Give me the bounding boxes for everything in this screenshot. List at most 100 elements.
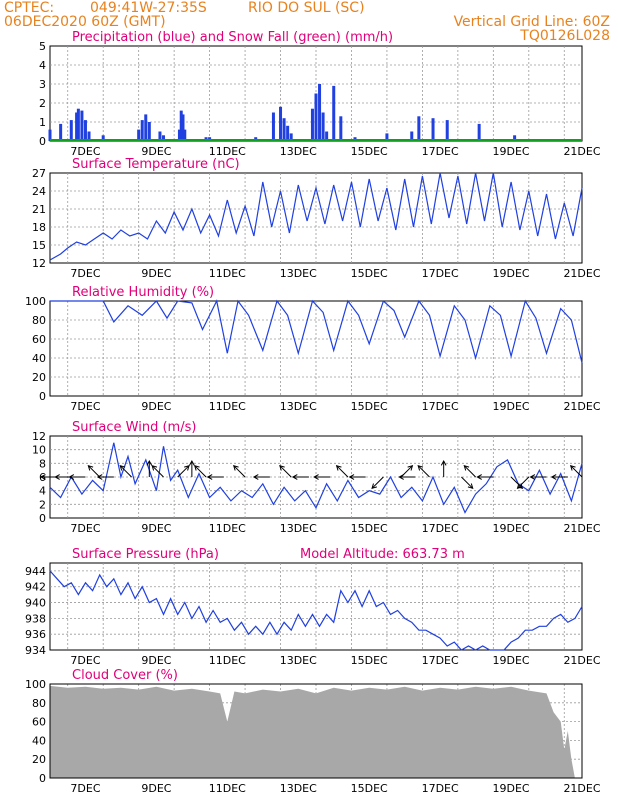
panel-0-y-tick-label: 5 <box>39 40 46 53</box>
panel-0-y-tick-label: 3 <box>39 78 46 91</box>
panel-3-y-tick-label: 0 <box>39 512 46 525</box>
panel-3-wind-arrow-head <box>68 474 75 480</box>
panel-4-series-line <box>49 570 583 651</box>
panel-5-y-tick-label: 20 <box>32 753 46 766</box>
panel-0-precip-bar <box>431 118 435 141</box>
agency-label: CPTEC: <box>4 0 55 16</box>
panel-3-wind-arrow <box>87 465 101 478</box>
panel-5-x-tick-label: 11DEC <box>209 782 246 795</box>
panel-0-precip-bar <box>271 112 275 141</box>
panel-3-wind-arrow-head <box>206 474 213 480</box>
panel-3-wind-arrow-head <box>252 474 259 480</box>
panel-3-y-tick-label: 2 <box>39 498 46 511</box>
panel-4-x-tick-label: 7DEC <box>70 654 100 667</box>
panel-2-x-tick-label: 21DEC <box>563 400 600 413</box>
panel-0-precip-bar <box>48 129 52 141</box>
panel-3-wind-arrow-head <box>467 483 474 490</box>
panel-1-x-tick-label: 15DEC <box>351 267 388 280</box>
grid-note-label: Vertical Grid Line: 60Z <box>453 14 610 30</box>
panel-0-precip-bar <box>158 131 162 141</box>
panel-2-x-tick-label: 15DEC <box>351 400 388 413</box>
station-label: RIO DO SUL (SC) <box>248 0 365 16</box>
panel-0-x-tick-label: 7DEC <box>70 145 100 158</box>
panel-0-precip-bar <box>314 93 318 141</box>
panel-2-x-tick-label: 17DEC <box>422 400 459 413</box>
panel-0-precip-bar <box>183 129 187 141</box>
panel-3-wind-arrow-head <box>291 474 298 480</box>
panel-3-wind-arrow <box>570 465 583 478</box>
panel-3-wind-arrow <box>463 465 476 478</box>
panel-2-x-tick-label: 11DEC <box>209 400 246 413</box>
panel-0-x-tick-label: 21DEC <box>563 145 600 158</box>
panel-0-precip-bar <box>289 133 293 141</box>
panel-0-y-tick-label: 1 <box>39 116 46 129</box>
panel-0-panel-title: Precipitation (blue) and Snow Fall (gree… <box>72 30 393 45</box>
panel-2-series-line <box>50 299 583 363</box>
panel-4-x-tick-label: 21DEC <box>563 654 600 667</box>
panel-0-precip-bar <box>332 85 336 141</box>
panel-5-panel-title: Cloud Cover (%) <box>72 668 178 683</box>
panel-2-x-tick-label: 19DEC <box>493 400 530 413</box>
panel-3-wind-arrow <box>510 476 523 489</box>
panel-5-y-tick-label: 80 <box>32 697 46 710</box>
panel-0-precip-bar <box>75 112 79 141</box>
panel-0-y-tick-label: 4 <box>39 59 46 72</box>
panel-2-x-tick-label: 13DEC <box>280 400 317 413</box>
panel-0-x-tick-label: 11DEC <box>209 145 246 158</box>
panel-0-y-tick-label: 2 <box>39 97 46 110</box>
panel-0-precip-bar <box>69 120 73 141</box>
panel-2-y-tick-label: 100 <box>25 295 46 308</box>
panel-4-x-tick-label: 11DEC <box>209 654 246 667</box>
panel-3-x-tick-label: 11DEC <box>209 522 246 535</box>
panel-3-wind-arrow-head <box>313 474 319 480</box>
panel-3-wind-arrow <box>177 465 190 478</box>
panel-1-x-tick-label: 17DEC <box>422 267 459 280</box>
panel-2-x-tick-label: 7DEC <box>70 400 100 413</box>
panel-0-x-tick-label: 19DEC <box>493 145 530 158</box>
panel-3-wind-arrow-head <box>146 459 153 466</box>
panel-3-wind-arrow <box>417 465 430 478</box>
panel-0-precip-bar <box>477 123 481 141</box>
panel-4-x-tick-label: 15DEC <box>351 654 388 667</box>
panel-0-precip-bar <box>80 110 84 141</box>
panel-0-precip-bar <box>59 123 63 141</box>
panel-3-x-tick-label: 13DEC <box>280 522 317 535</box>
panel-0-precip-bar <box>144 114 148 141</box>
panel-5-x-tick-label: 7DEC <box>70 782 100 795</box>
panel-0-precip-bar <box>87 131 91 141</box>
panel-3-wind-arrow <box>279 465 292 478</box>
panel-3-y-tick-label: 12 <box>32 430 46 443</box>
panel-0-x-tick-label: 13DEC <box>280 145 317 158</box>
panel-3-wind-arrow-head <box>569 464 576 471</box>
panel-4-y-tick-label: 944 <box>25 565 46 578</box>
panel-5-x-tick-label: 21DEC <box>563 782 600 795</box>
panel-0-y-tick-label: 0 <box>39 135 46 148</box>
panel-3-wind-arrow <box>194 465 207 478</box>
panel-5-y-tick-label: 60 <box>32 716 46 729</box>
panel-0-precip-bar <box>177 129 181 141</box>
panel-2-y-tick-label: 80 <box>32 314 46 327</box>
panel-3-wind-arrow <box>517 476 530 489</box>
panel-0-precip-bar <box>286 125 290 141</box>
panel-0-precip-bar <box>140 120 144 141</box>
panel-3-wind-arrow-head <box>417 464 424 471</box>
panel-5-x-tick-label: 15DEC <box>351 782 388 795</box>
panel-3-wind-arrow-head <box>371 483 378 490</box>
panel-0-precip-bar <box>101 135 105 141</box>
panel-3-x-tick-label: 21DEC <box>563 522 600 535</box>
panel-3-y-tick-label: 4 <box>39 485 46 498</box>
panel-3-wind-arrow-head <box>529 474 536 480</box>
panel-3-wind-arrow <box>151 465 164 478</box>
panel-3-wind-arrow <box>371 476 384 489</box>
panel-5-y-tick-label: 100 <box>25 678 46 691</box>
panel-5-x-tick-label: 13DEC <box>280 782 317 795</box>
panel-1-series-line <box>49 172 583 261</box>
panel-0-precip-bar <box>385 133 389 141</box>
panel-3-wind-arrow-head <box>119 464 126 471</box>
panel-3-x-tick-label: 17DEC <box>422 522 459 535</box>
panel-2-x-tick-label: 9DEC <box>141 400 171 413</box>
panel-1-y-tick-label: 21 <box>32 203 46 216</box>
panel-4-x-tick-label: 13DEC <box>280 654 317 667</box>
panel-1-y-tick-label: 24 <box>32 185 46 198</box>
panel-3-wind-arrow-head <box>279 464 285 471</box>
